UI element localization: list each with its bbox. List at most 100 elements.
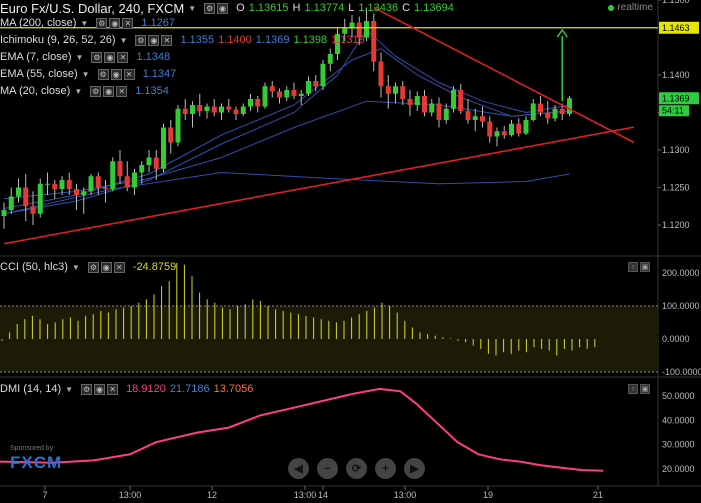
settings-icon[interactable]: ⚙	[204, 2, 216, 14]
dmi-header: DMI (14, 14) ▼ ⚙ ◉ ✕ 18.9120 21.7186 13.…	[0, 381, 253, 397]
target-arrow-head	[556, 28, 568, 38]
visibility-icon[interactable]: ◉	[94, 383, 106, 395]
candle-body	[407, 99, 413, 105]
countdown-tag	[659, 105, 689, 117]
candle-body	[45, 183, 50, 185]
close-icon[interactable]: ✕	[117, 51, 129, 63]
move-up-icon[interactable]: ↑	[628, 262, 638, 272]
reset-icon[interactable]: ⟳	[346, 458, 367, 479]
indicator-value: 1.1267	[141, 17, 175, 29]
settings-icon[interactable]: ⚙	[135, 34, 147, 46]
candle-body	[146, 157, 152, 165]
chevron-down-icon[interactable]: ▼	[188, 3, 197, 13]
price-tick-label: 1.1400	[662, 70, 690, 80]
close-icon[interactable]: ✕	[116, 85, 128, 97]
ohlc-low-value: 1.13436	[358, 2, 399, 14]
candle-body	[23, 187, 29, 207]
chevron-down-icon[interactable]: ▼	[74, 86, 83, 96]
dmi-buttons: ⚙ ◉ ✕	[81, 383, 119, 395]
candle-body	[168, 127, 174, 143]
chevron-down-icon[interactable]: ▼	[65, 384, 74, 394]
candle-body	[356, 22, 362, 38]
time-tick-label: 13:00	[119, 490, 142, 500]
indicator-buttons: ⚙ ◉ ✕	[135, 34, 173, 46]
visibility-icon[interactable]: ◉	[104, 51, 116, 63]
candle-body	[393, 86, 398, 94]
time-tick-label: 21	[593, 490, 603, 500]
ohlc-low-label: L	[348, 2, 355, 14]
settings-icon[interactable]: ⚙	[81, 383, 93, 395]
settings-icon[interactable]: ⚙	[90, 85, 102, 97]
candle-body	[400, 86, 406, 99]
close-icon[interactable]: ✕	[161, 34, 173, 46]
visibility-icon[interactable]: ◉	[100, 261, 112, 273]
chevron-down-icon[interactable]: ▼	[119, 35, 128, 45]
candle-body	[494, 131, 500, 137]
candle-body	[436, 103, 442, 120]
candle-body	[182, 108, 188, 114]
candle-body	[538, 103, 543, 113]
cci-name: CCI (50, hlc3)	[0, 261, 68, 273]
candle-body	[451, 90, 456, 109]
visibility-icon[interactable]: ◉	[217, 2, 229, 14]
dmi-value-2: 21.7186	[169, 383, 210, 395]
visibility-icon[interactable]: ◉	[103, 85, 115, 97]
cci-value: -24.8759	[132, 261, 177, 273]
move-up-icon[interactable]: ↑	[628, 384, 638, 394]
candle-body	[378, 61, 384, 87]
candle-body	[110, 161, 116, 189]
chart-title: Euro Fx/U.S. Dollar, 240, FXCM	[0, 0, 185, 16]
candle-body	[8, 196, 14, 210]
candle-body	[66, 180, 72, 189]
candle-body	[175, 108, 181, 143]
indicator-name: MA (200, close)	[0, 17, 77, 29]
dmi-value-3: 13.7056	[213, 383, 254, 395]
zoom-in-icon[interactable]: +	[375, 458, 396, 479]
chevron-down-icon[interactable]: ▼	[71, 262, 80, 272]
visibility-icon[interactable]: ◉	[148, 34, 160, 46]
scroll-left-icon[interactable]: ◀	[288, 458, 309, 479]
time-tick-label: 14	[318, 490, 328, 500]
settings-icon[interactable]: ⚙	[91, 51, 103, 63]
candle-body	[233, 109, 239, 114]
maximize-icon[interactable]: ▣	[640, 262, 650, 272]
chevron-down-icon[interactable]: ▼	[81, 69, 90, 79]
maximize-icon[interactable]: ▣	[640, 384, 650, 394]
chart-header: Euro Fx/U.S. Dollar, 240, FXCM ▼ ⚙ ◉ O 1.…	[0, 0, 454, 16]
candle-body	[211, 106, 217, 113]
chevron-down-icon[interactable]: ▼	[80, 18, 89, 28]
indicator-name: Ichimoku (9, 26, 52, 26)	[0, 34, 116, 46]
candle-body	[153, 157, 159, 169]
settings-icon[interactable]: ⚙	[87, 261, 99, 273]
visibility-icon[interactable]: ◉	[110, 68, 122, 80]
visibility-icon[interactable]: ◉	[109, 17, 121, 29]
candle-body	[132, 172, 137, 188]
settings-icon[interactable]: ⚙	[97, 68, 109, 80]
candle-body	[313, 81, 319, 87]
indicator-name: MA (20, close)	[0, 85, 71, 97]
candle-body	[327, 54, 333, 64]
chevron-down-icon[interactable]: ▼	[75, 52, 84, 62]
candle-body	[443, 108, 449, 120]
close-icon[interactable]: ✕	[123, 68, 135, 80]
indicator-value: 1.1354	[135, 85, 169, 97]
candle-body	[16, 187, 21, 197]
candle-body	[255, 99, 261, 107]
candle-body	[422, 96, 427, 113]
zoom-out-icon[interactable]: −	[317, 458, 338, 479]
indicator-value: 1.1355	[180, 34, 215, 46]
candle-body	[248, 99, 253, 107]
fxcm-logo[interactable]: FXCM	[10, 453, 63, 472]
candle-body	[472, 116, 478, 120]
candle-body	[226, 106, 232, 110]
candle-body	[240, 106, 246, 114]
close-icon[interactable]: ✕	[107, 383, 119, 395]
close-icon[interactable]: ✕	[113, 261, 125, 273]
close-icon[interactable]: ✕	[122, 17, 134, 29]
settings-icon[interactable]: ⚙	[96, 17, 108, 29]
chart-navigation: ◀ − ⟳ + ▶	[288, 458, 425, 479]
indicator-value: 1.1400	[218, 34, 252, 46]
scroll-right-icon[interactable]: ▶	[404, 458, 425, 479]
candle-body	[364, 21, 369, 38]
